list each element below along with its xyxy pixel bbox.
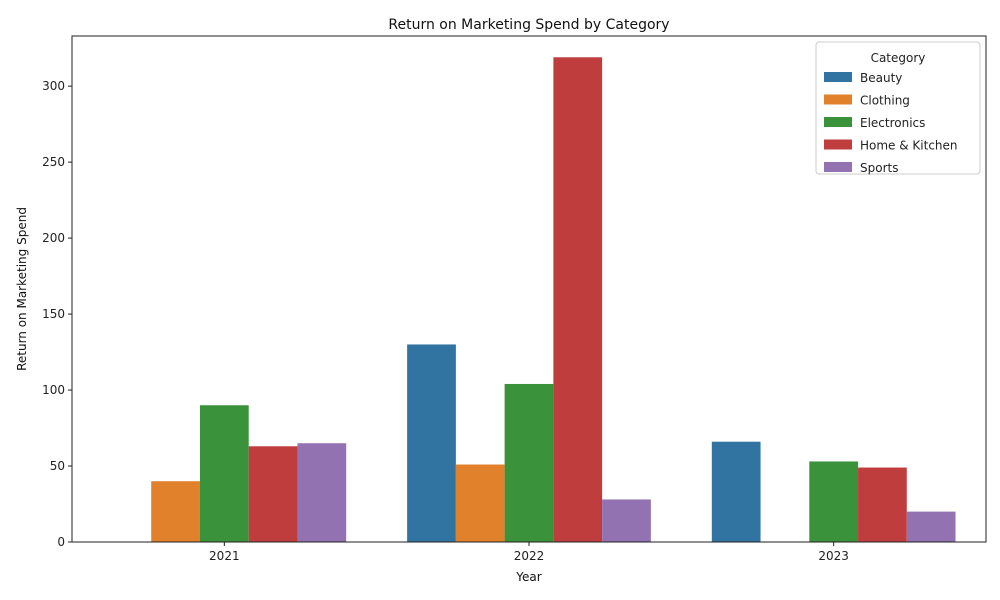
bar-electronics-2023 bbox=[809, 461, 859, 542]
bar-sports-2022 bbox=[602, 499, 651, 542]
bar-electronics-2022 bbox=[504, 383, 554, 542]
legend-box bbox=[815, 41, 981, 175]
bar-beauty-2023 bbox=[711, 441, 761, 542]
legend-label-sports: Sports bbox=[860, 161, 898, 175]
y-tick-label: 100 bbox=[42, 383, 65, 397]
y-tick-label: 50 bbox=[50, 459, 65, 473]
bar-home-kitchen-2022 bbox=[553, 57, 603, 542]
legend-swatch-beauty bbox=[824, 72, 852, 82]
x-tick-label: 2022 bbox=[514, 549, 545, 563]
chart-title: Return on Marketing Spend by Category bbox=[388, 17, 669, 33]
y-axis-label: Return on Marketing Spend bbox=[15, 207, 29, 371]
y-tick-label: 250 bbox=[42, 155, 65, 169]
x-axis-label: Year bbox=[515, 570, 541, 584]
legend: Category Beauty Clothing Electronics Home &… bbox=[815, 41, 981, 175]
bar-sports-2021 bbox=[297, 443, 347, 542]
x-tick-label: 2021 bbox=[209, 549, 240, 563]
y-tick-label: 0 bbox=[57, 535, 65, 549]
bar-beauty-2022 bbox=[407, 344, 456, 542]
legend-label-home-kitchen: Home & Kitchen bbox=[860, 139, 958, 153]
bar-clothing-2021 bbox=[151, 481, 200, 542]
bar-home-kitchen-2021 bbox=[248, 446, 298, 542]
legend-swatch-electronics bbox=[824, 117, 852, 127]
plot-area: 0 50 100 150 200 250 300 2021 2022 2023 bbox=[42, 35, 987, 563]
y-tick-label: 150 bbox=[42, 307, 65, 321]
legend-swatch-home-kitchen bbox=[824, 139, 852, 150]
bar-electronics-2021 bbox=[199, 405, 249, 542]
bar-clothing-2022 bbox=[455, 464, 505, 542]
y-tick-label: 300 bbox=[42, 79, 65, 93]
bar-sports-2023 bbox=[906, 511, 956, 542]
legend-label-electronics: Electronics bbox=[860, 116, 925, 130]
legend-swatch-clothing bbox=[824, 94, 852, 105]
y-tick-label: 200 bbox=[42, 231, 65, 245]
x-tick-label: 2023 bbox=[818, 549, 849, 563]
legend-title: Category bbox=[871, 51, 926, 65]
legend-swatch-sports bbox=[824, 162, 852, 172]
bar-home-kitchen-2023 bbox=[858, 467, 907, 542]
legend-label-beauty: Beauty bbox=[860, 71, 902, 85]
legend-label-clothing: Clothing bbox=[860, 94, 910, 108]
